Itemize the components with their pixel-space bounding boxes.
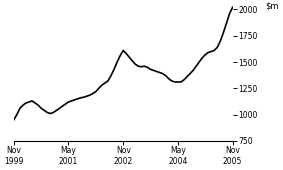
Y-axis label: $m: $m xyxy=(265,1,279,10)
